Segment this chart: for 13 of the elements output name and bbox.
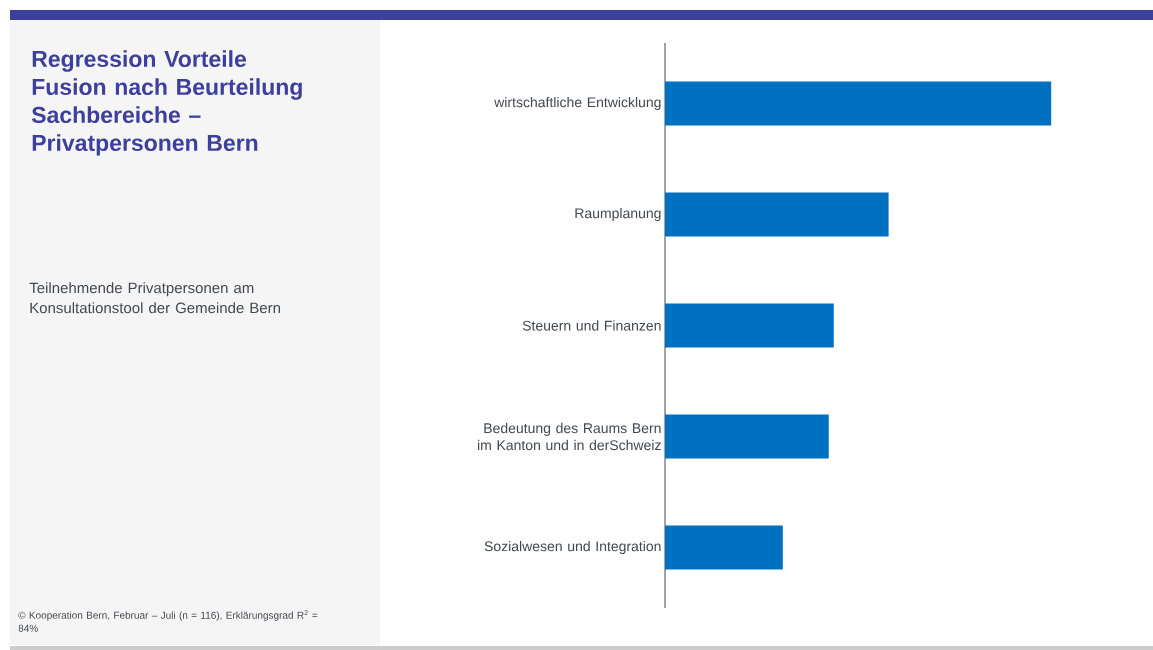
bar (665, 192, 889, 237)
bar (665, 81, 1052, 126)
y-tick-label: wirtschaftliche Entwicklung (494, 96, 661, 111)
y-tick-label: Steuern und Finanzen (522, 320, 661, 331)
bar (665, 414, 829, 459)
text: Regression Vorteile Fusion nach Beurteilung Sachbereiche – Privatpersonen Bern (31, 50, 302, 156)
bar (665, 303, 834, 348)
y-tick-label: Bedeutung des Raums Bern im Kanton und in derSchweiz (477, 422, 661, 451)
y-tick-label: Raumplanung (575, 207, 661, 222)
text: © Kooperation Bern, Februar – Juli (n = 116), Erklärungsgrad R$^{2}$ = 84% (18, 610, 318, 632)
bar (665, 525, 783, 570)
text: Teilnehmende Privatpersonen am Konsultationstool der Gemeinde Bern (29, 282, 280, 314)
y-tick-label: Sozialwesen und Integration (484, 540, 661, 555)
